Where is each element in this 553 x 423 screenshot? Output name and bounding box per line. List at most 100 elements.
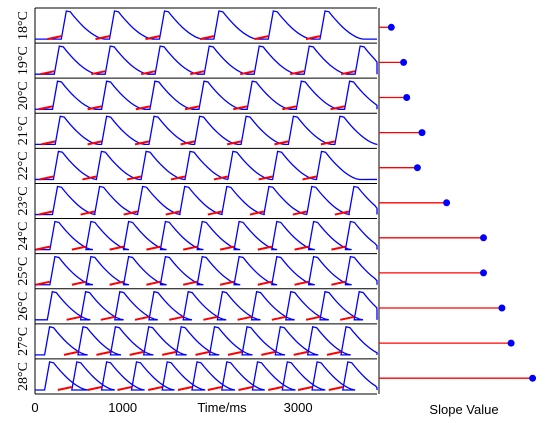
slope-segment (334, 210, 350, 216)
slope-segment (257, 280, 273, 286)
row-label: 27°C (16, 327, 31, 356)
slope-segment (320, 140, 336, 146)
slope-segment (292, 210, 308, 216)
row-label: 20°C (16, 81, 31, 110)
slope-segment (129, 350, 144, 356)
slope-segment (87, 140, 102, 146)
slope-point (480, 234, 487, 242)
slope-segment (207, 210, 223, 216)
slope-segment (249, 210, 265, 216)
trace-line (34, 290, 378, 321)
slope-axis-title: Slope Value (429, 402, 498, 417)
slope-segment (203, 315, 218, 321)
slope-segment (227, 350, 243, 356)
trace-row: 22°C (16, 147, 378, 184)
trace-row: 27°C (16, 323, 378, 359)
slope-segment (35, 245, 51, 251)
trace-line (34, 150, 378, 181)
slope-segment (140, 70, 156, 76)
slope-segment (293, 350, 308, 356)
trace-row: 18°C (16, 7, 378, 44)
slope-point (403, 94, 411, 101)
slope-mark (379, 374, 537, 382)
slope-point (400, 58, 408, 66)
row-label: 21°C (16, 116, 31, 145)
slope-segment (226, 140, 242, 146)
slope-mark (379, 23, 395, 31)
slope-segment (326, 350, 342, 356)
slope-segment (146, 245, 161, 251)
trace-line (34, 45, 378, 75)
slope-mark (379, 94, 411, 101)
trace-row: 23°C (16, 182, 378, 219)
slope-segment (237, 315, 252, 321)
slope-segment (182, 245, 198, 251)
trace-line (34, 220, 378, 251)
slope-segment (87, 105, 102, 111)
slope-segment (38, 210, 53, 216)
slope-segment (238, 386, 253, 391)
slope-segment (57, 386, 73, 391)
slope-segment (274, 140, 289, 146)
slope-segment (302, 175, 317, 181)
slope-segment (165, 210, 180, 216)
slope-segment (38, 105, 53, 111)
trace-line (34, 115, 378, 146)
time-axis-title: Time/ms (197, 400, 247, 415)
slope-point (443, 199, 451, 207)
slope-point (529, 374, 537, 382)
slope-segment (168, 315, 184, 321)
slope-segment (80, 210, 95, 216)
slope-segment (66, 315, 81, 321)
slope-segment (195, 350, 210, 356)
slope-mark (379, 199, 451, 207)
slope-segment (147, 386, 163, 391)
time-x-axis: 0 1000 3000 (31, 400, 312, 415)
slope-segment (258, 175, 273, 181)
slope-segment (294, 280, 309, 286)
slope-segment (82, 175, 97, 181)
slope-point (507, 339, 515, 347)
trace-row: 19°C (16, 42, 378, 79)
slope-segment (170, 175, 186, 181)
slope-segment (305, 315, 321, 321)
slope-segment (71, 245, 87, 251)
slope-segment (331, 280, 346, 286)
slope-mark (379, 129, 426, 137)
trace-line (34, 10, 378, 40)
slope-segment (96, 350, 111, 356)
slope-panel (378, 8, 537, 394)
slope-segment (268, 386, 283, 391)
x-tick-label: 0 (31, 400, 38, 415)
row-label: 18°C (16, 11, 31, 40)
slope-segment (180, 140, 195, 146)
row-label: 26°C (16, 292, 31, 321)
slope-segment (177, 386, 193, 391)
x-tick-label: 1000 (108, 400, 137, 415)
row-label: 22°C (16, 151, 31, 180)
slope-segment (145, 35, 160, 41)
slope-segment (232, 105, 248, 111)
slope-point (480, 269, 487, 277)
slope-segment (219, 280, 235, 286)
slope-segment (340, 70, 356, 76)
trace-row: 20°C (16, 77, 378, 114)
trace-line (34, 185, 378, 216)
slope-segment (47, 35, 62, 41)
slope-segment (109, 245, 124, 251)
slope-segment (71, 280, 87, 286)
slope-segment (87, 386, 102, 391)
slope-segment (330, 105, 345, 111)
slope-segment (95, 35, 110, 41)
row-label: 25°C (16, 257, 31, 286)
trace-row: 28°C (16, 358, 378, 394)
slope-point (413, 164, 421, 172)
slope-point (498, 304, 506, 312)
slope-segment (294, 245, 309, 251)
trace-line (34, 326, 378, 356)
slope-segment (297, 386, 313, 391)
slope-segment (134, 140, 150, 146)
slope-segment (282, 105, 297, 111)
slope-segment (271, 315, 287, 321)
slope-segment (134, 315, 150, 321)
